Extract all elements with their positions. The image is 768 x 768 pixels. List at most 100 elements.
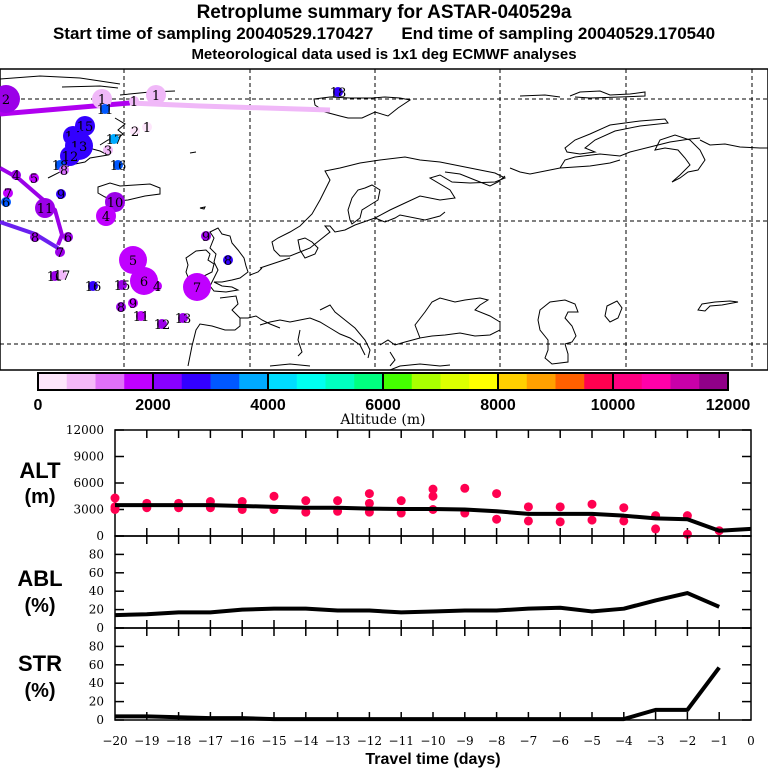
x-tick-label: −4 <box>615 734 633 748</box>
cluster-marker: 11 <box>133 310 150 325</box>
cluster-marker: 6 <box>63 231 73 246</box>
altitude-point <box>587 515 597 525</box>
colorbar-segment <box>95 373 125 390</box>
coastline-black-sea <box>414 297 501 339</box>
coastline-balkhash <box>697 300 739 312</box>
cluster-dot <box>119 246 147 274</box>
colorbar-segment <box>124 373 154 390</box>
colorbar-tick-label: 10000 <box>591 397 636 414</box>
cluster-dot <box>96 206 116 226</box>
cluster-label: 9 <box>129 297 137 312</box>
chart-title: Retroplume summary for ASTAR-040529a <box>196 2 572 23</box>
cluster-dot <box>130 267 158 295</box>
x-tick-label: −12 <box>357 734 382 748</box>
cluster-marker: 2 <box>130 125 140 140</box>
panel-unit: (%) <box>24 595 55 617</box>
cluster-marker: 12 <box>60 146 80 166</box>
cluster-marker: 7 <box>3 187 13 202</box>
cluster-marker: 4 <box>96 206 116 226</box>
cluster-marker: 9 <box>201 230 211 245</box>
cluster-marker: 17 <box>106 133 123 148</box>
x-tick-label: −3 <box>647 734 665 748</box>
x-tick-label: −10 <box>420 734 445 748</box>
cluster-dot <box>116 302 126 312</box>
coastline-gb <box>209 227 249 293</box>
cluster-label: 1 <box>98 93 106 108</box>
cluster-dot <box>0 85 20 113</box>
end-time-label: End time of sampling 20040529.170540 <box>401 24 716 43</box>
cluster-dot <box>35 198 55 218</box>
cluster-dot <box>63 232 73 242</box>
cluster-label: 11 <box>133 310 150 325</box>
altitude-colorbar: 0 2000 4000 6000 8000 10000 12000 Altitude (m) <box>34 372 751 428</box>
sampling-time-line: Start time of sampling 20040529.170427 En… <box>0 24 768 44</box>
cluster-dot <box>142 122 152 132</box>
series-line-alt <box>115 503 752 533</box>
cluster-marker: 8 <box>30 231 40 246</box>
cluster-dot <box>109 134 119 144</box>
cluster-label: 1 <box>130 95 138 110</box>
y-tick-label: 6000 <box>73 476 104 490</box>
x-tick-label: −17 <box>198 734 223 748</box>
colorbar-segment <box>641 373 671 390</box>
cluster-label: 8 <box>31 231 39 246</box>
cluster-label: 8 <box>60 164 68 179</box>
cluster-marker: 1 <box>142 121 152 136</box>
coastline-aral <box>604 300 623 323</box>
cluster-marker: 8 <box>59 164 69 179</box>
y-tick-label: 80 <box>89 639 104 653</box>
cluster-marker: 5 <box>29 172 39 187</box>
panel-unit: (%) <box>24 680 55 702</box>
coastline-france-iberia <box>187 295 281 367</box>
cluster-dot <box>30 232 40 242</box>
coastline-north-africa <box>269 363 451 371</box>
cluster-marker: 8 <box>223 254 233 269</box>
x-tick-label: −15 <box>261 734 286 748</box>
cluster-label: 7 <box>4 187 12 202</box>
cluster-dot <box>88 281 98 291</box>
x-tick-label: 0 <box>747 734 755 748</box>
colorbar-tick-label: 8000 <box>480 397 516 414</box>
x-tick-label: −13 <box>325 734 350 748</box>
cluster-dot <box>129 96 139 106</box>
cluster-dot <box>60 146 80 166</box>
coastline-denmark <box>249 237 319 276</box>
altitude-point <box>428 491 438 501</box>
cluster-dot <box>146 85 166 105</box>
colorbar-tick-label: 12000 <box>706 397 751 414</box>
y-tick-label: 80 <box>89 547 104 561</box>
altitude-point <box>492 514 502 524</box>
cluster-label: 6 <box>2 196 10 211</box>
altitude-point <box>364 498 374 508</box>
cluster-dot <box>201 231 211 241</box>
coastline-russia-north <box>444 137 701 187</box>
y-tick-label: 60 <box>89 566 104 580</box>
cluster-label: 9 <box>57 188 65 203</box>
colorbar-segment <box>268 373 298 390</box>
x-tick-label: −16 <box>230 734 255 748</box>
altitude-point <box>555 502 565 512</box>
x-tick-label: −6 <box>551 734 569 748</box>
plot-frame <box>114 627 752 721</box>
cluster-label: 12 <box>154 318 171 333</box>
cluster-dot <box>157 319 167 329</box>
altitude-point <box>523 502 533 512</box>
cluster-marker: 6 <box>130 267 158 295</box>
altitude-point <box>492 489 502 499</box>
coastline-svalbard <box>313 96 412 119</box>
y-tick-label: 0 <box>96 529 104 543</box>
cluster-label: 4 <box>102 210 110 225</box>
cluster-dot <box>56 189 66 199</box>
coastline-island <box>189 151 206 210</box>
colorbar-segment <box>354 373 384 390</box>
cluster-label: 18 <box>330 86 347 101</box>
cluster-dot <box>103 145 113 155</box>
altitude-point <box>428 484 438 494</box>
cluster-marker: 11 <box>97 103 114 118</box>
x-tick-label: −14 <box>293 734 319 748</box>
altitude-point <box>651 524 661 534</box>
colorbar-segment <box>66 373 96 390</box>
colorbar-segment <box>325 373 355 390</box>
cluster-dot <box>1 197 11 207</box>
